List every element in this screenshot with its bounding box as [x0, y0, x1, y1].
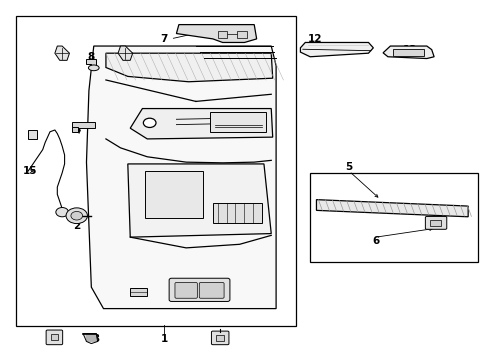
Polygon shape: [83, 334, 98, 343]
Polygon shape: [300, 42, 372, 57]
Text: 9: 9: [73, 125, 80, 135]
Bar: [309, 173, 477, 262]
Text: 15: 15: [23, 166, 38, 176]
Bar: [210, 112, 266, 132]
Bar: [217, 31, 227, 38]
Bar: [72, 122, 95, 128]
Polygon shape: [130, 109, 272, 139]
FancyBboxPatch shape: [211, 331, 228, 345]
Text: 5: 5: [345, 162, 352, 172]
Polygon shape: [127, 164, 271, 237]
Text: 7: 7: [160, 34, 167, 44]
FancyBboxPatch shape: [425, 216, 446, 229]
Text: 14: 14: [215, 334, 229, 344]
Text: 3: 3: [92, 334, 100, 344]
Polygon shape: [316, 200, 467, 217]
Circle shape: [143, 118, 156, 127]
Bar: [216, 335, 223, 341]
Text: 12: 12: [307, 34, 322, 44]
Bar: [237, 31, 246, 38]
Bar: [16, 16, 295, 327]
Polygon shape: [382, 46, 433, 59]
FancyBboxPatch shape: [46, 330, 62, 345]
Polygon shape: [176, 24, 256, 42]
Text: 2: 2: [73, 221, 80, 231]
Circle shape: [66, 208, 87, 224]
Circle shape: [56, 207, 68, 217]
Polygon shape: [106, 53, 272, 82]
Polygon shape: [86, 46, 276, 309]
Text: 11: 11: [132, 288, 147, 297]
Text: 8: 8: [87, 52, 95, 62]
Polygon shape: [55, 46, 69, 60]
Ellipse shape: [88, 65, 99, 71]
Text: 6: 6: [371, 236, 379, 246]
FancyBboxPatch shape: [175, 283, 197, 298]
Text: 13: 13: [402, 45, 416, 55]
Bar: [51, 334, 58, 340]
Circle shape: [71, 211, 82, 220]
Text: 4: 4: [54, 334, 61, 344]
Bar: [392, 49, 424, 56]
FancyBboxPatch shape: [169, 278, 229, 301]
Polygon shape: [86, 59, 96, 67]
Bar: [429, 220, 440, 226]
Text: 10: 10: [215, 288, 229, 297]
Bar: [130, 288, 147, 296]
Bar: [28, 130, 37, 139]
Polygon shape: [118, 46, 132, 60]
Bar: [212, 203, 261, 223]
Text: 1: 1: [161, 334, 167, 344]
Bar: [72, 127, 78, 132]
Polygon shape: [144, 171, 203, 217]
FancyBboxPatch shape: [199, 283, 224, 298]
